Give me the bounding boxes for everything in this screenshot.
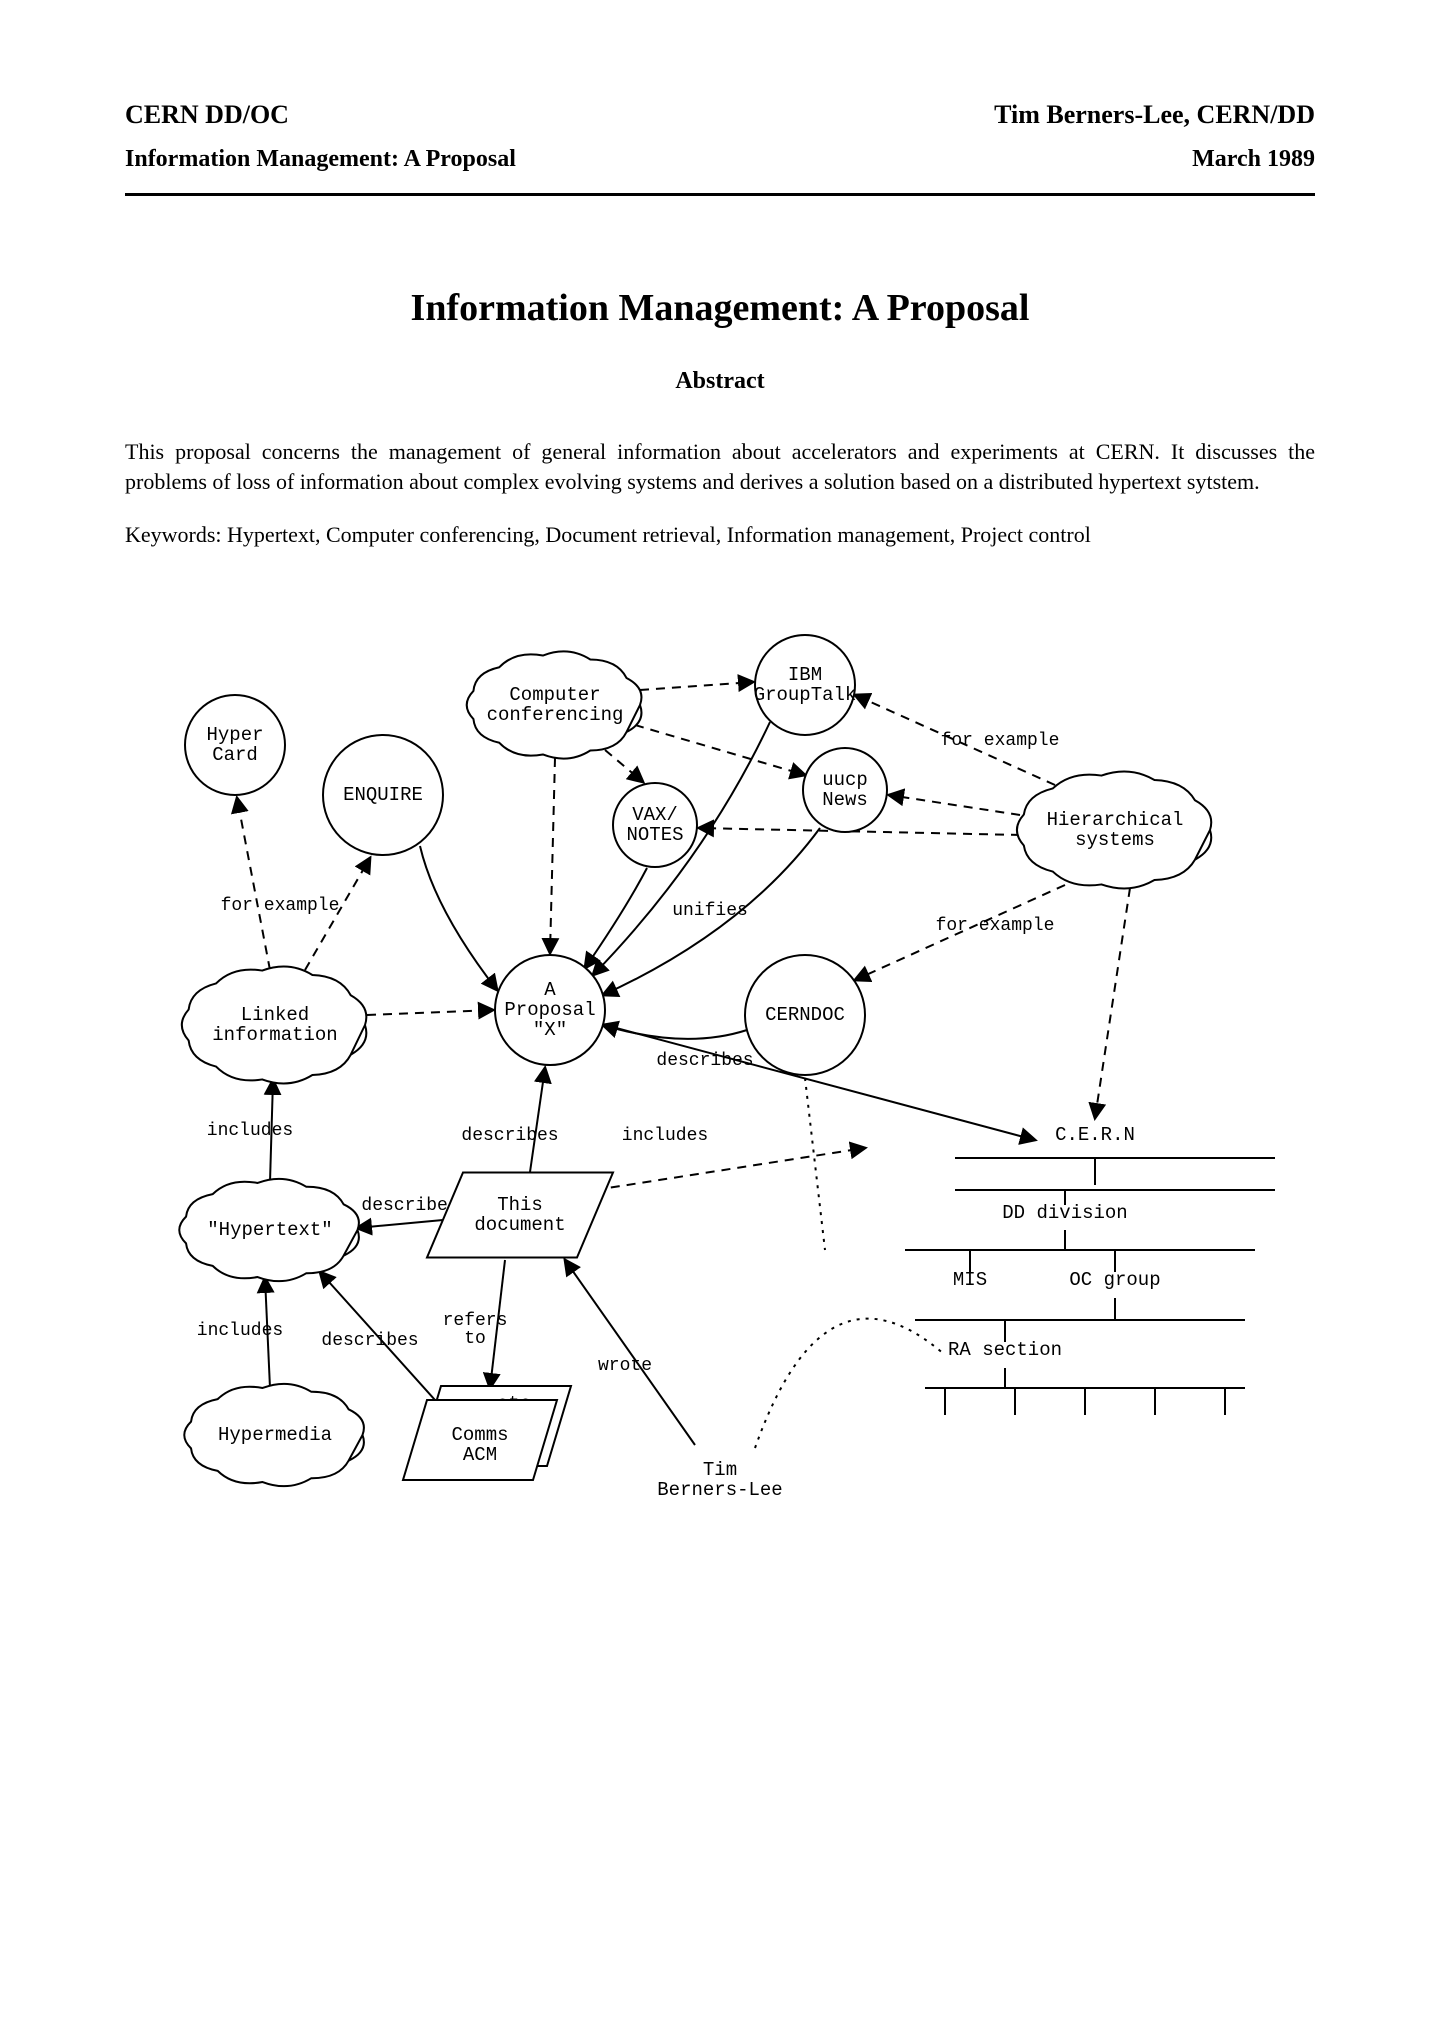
department: CERN DD/OC (125, 100, 289, 130)
header-row-1: CERN DD/OC Tim Berners-Lee, CERN/DD (125, 100, 1315, 130)
svg-text:wrote: wrote (598, 1356, 652, 1376)
svg-text:DD division: DD division (1002, 1202, 1127, 1224)
svg-text:describes: describes (361, 1196, 458, 1216)
diagram-container: for example includes includes describes desc… (125, 610, 1315, 1530)
svg-text:MIS: MIS (953, 1269, 987, 1291)
svg-text:ENQUIRE: ENQUIRE (343, 784, 423, 806)
svg-text:IBM: IBM (788, 664, 822, 686)
svg-text:Computer: Computer (509, 684, 600, 706)
svg-text:includes: includes (622, 1126, 708, 1146)
header-date: March 1989 (1192, 146, 1315, 173)
svg-text:Hyper: Hyper (206, 724, 263, 746)
svg-text:Berners-Lee: Berners-Lee (657, 1479, 782, 1501)
svg-text:Hypermedia: Hypermedia (218, 1424, 332, 1446)
svg-text:Proposal: Proposal (504, 999, 595, 1021)
svg-text:Card: Card (212, 744, 258, 766)
svg-text:includes: includes (207, 1121, 293, 1141)
document-page: CERN DD/OC Tim Berners-Lee, CERN/DD Info… (0, 0, 1440, 1590)
svg-text:uucp: uucp (822, 769, 868, 791)
svg-text:OC group: OC group (1069, 1269, 1160, 1291)
svg-text:C.E.R.N: C.E.R.N (1055, 1124, 1135, 1146)
header-row-2: Information Management: A Proposal March… (125, 146, 1315, 173)
svg-text:information: information (212, 1024, 337, 1046)
svg-text:"Hypertext": "Hypertext" (207, 1219, 332, 1241)
svg-text:document: document (474, 1214, 565, 1236)
author: Tim Berners-Lee, CERN/DD (994, 100, 1315, 130)
svg-text:News: News (822, 789, 868, 811)
svg-text:describes: describes (461, 1126, 558, 1146)
svg-text:includes: includes (197, 1321, 283, 1341)
svg-text:"X": "X" (533, 1019, 567, 1041)
abstract-heading: Abstract (125, 368, 1315, 395)
svg-text:This: This (497, 1194, 543, 1216)
svg-text:A: A (544, 979, 556, 1001)
svg-text:for example: for example (936, 916, 1055, 936)
document-title: Information Management: A Proposal (125, 286, 1315, 330)
svg-text:for example: for example (221, 896, 340, 916)
network-diagram: for example includes includes describes desc… (125, 610, 1315, 1530)
svg-text:describes: describes (321, 1331, 418, 1351)
svg-text:VAX/: VAX/ (632, 804, 678, 826)
keywords-text: Keywords: Hypertext, Computer conferenci… (125, 520, 1315, 550)
svg-text:NOTES: NOTES (626, 824, 683, 846)
header-subtitle: Information Management: A Proposal (125, 146, 516, 173)
horizontal-rule (125, 193, 1315, 196)
svg-text:unifies: unifies (672, 901, 748, 921)
svg-text:Tim: Tim (703, 1459, 737, 1481)
svg-text:Hierarchical: Hierarchical (1047, 809, 1184, 831)
svg-text:systems: systems (1075, 829, 1155, 851)
svg-text:CERNDOC: CERNDOC (765, 1004, 845, 1026)
svg-text:refers: refers (443, 1311, 508, 1331)
svg-text:for example: for example (941, 731, 1060, 751)
svg-text:Comms: Comms (451, 1424, 508, 1446)
svg-text:describes: describes (656, 1051, 753, 1071)
svg-text:ACM: ACM (463, 1444, 497, 1466)
svg-text:Linked: Linked (241, 1004, 309, 1026)
svg-text:GroupTalk: GroupTalk (754, 684, 857, 706)
abstract-text: This proposal concerns the management of… (125, 437, 1315, 496)
svg-text:conferencing: conferencing (487, 704, 624, 726)
svg-text:RA section: RA section (948, 1339, 1062, 1361)
svg-text:to: to (464, 1329, 486, 1349)
